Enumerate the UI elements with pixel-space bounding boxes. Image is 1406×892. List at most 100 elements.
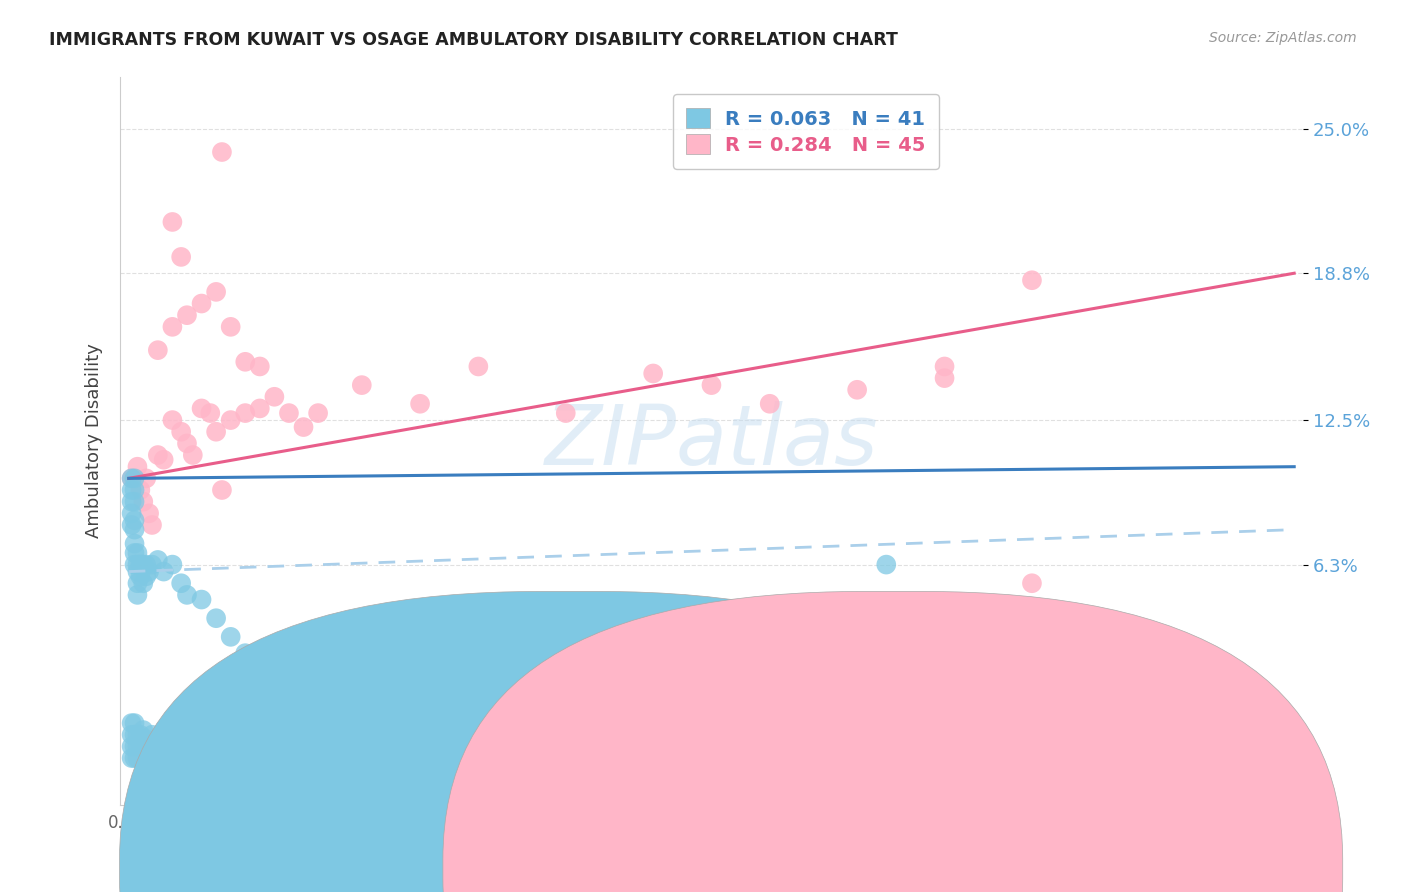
Point (135, 471, 157, 485)
Point (263, 681, 285, 695)
Point (146, 553, 169, 567)
Point (934, 359, 956, 374)
Point (162, 558, 184, 572)
Point (146, 739, 169, 754)
Point (846, 383, 869, 397)
Point (205, 285, 228, 299)
Point (233, 355, 256, 369)
Point (132, 576, 155, 591)
Point (124, 471, 146, 485)
Point (758, 397, 780, 411)
Point (127, 728, 149, 742)
Point (205, 611, 228, 625)
Point (249, 359, 271, 374)
Point (219, 630, 242, 644)
Point (124, 536, 146, 550)
Point (307, 406, 329, 420)
Point (121, 728, 143, 742)
Point (176, 436, 198, 450)
Point (127, 546, 149, 560)
Point (121, 716, 143, 731)
Point (127, 459, 149, 474)
Point (934, 371, 956, 385)
Point (129, 728, 152, 742)
Point (138, 506, 160, 520)
Point (278, 406, 301, 420)
Point (190, 296, 212, 310)
Point (124, 739, 146, 754)
Point (211, 483, 233, 497)
Point (127, 739, 149, 754)
Point (162, 319, 184, 334)
Text: ZIPatlas: ZIPatlas (544, 401, 879, 482)
Point (181, 448, 204, 462)
Point (127, 565, 149, 579)
Point (643, 367, 665, 381)
Point (124, 494, 146, 508)
Point (700, 378, 723, 392)
Legend: R = 0.063   N = 41, R = 0.284   N = 45: R = 0.063 N = 41, R = 0.284 N = 45 (673, 95, 939, 169)
Point (129, 483, 152, 497)
Point (1021, 273, 1043, 287)
Point (127, 588, 149, 602)
Text: Immigrants from Kuwait: Immigrants from Kuwait (603, 861, 803, 879)
Point (205, 425, 228, 439)
Point (127, 558, 149, 572)
Point (152, 452, 174, 467)
Point (263, 390, 285, 404)
Point (121, 506, 143, 520)
Point (132, 494, 155, 508)
Point (190, 592, 212, 607)
Point (176, 588, 198, 602)
Point (127, 576, 149, 591)
Point (170, 425, 193, 439)
Point (124, 728, 146, 742)
Point (152, 565, 174, 579)
Point (190, 401, 212, 416)
Point (409, 397, 432, 411)
Text: IMMIGRANTS FROM KUWAIT VS OSAGE AMBULATORY DISABILITY CORRELATION CHART: IMMIGRANTS FROM KUWAIT VS OSAGE AMBULATO… (49, 31, 898, 49)
Point (132, 723, 155, 737)
Point (121, 739, 143, 754)
Point (124, 513, 146, 527)
Point (176, 774, 198, 789)
Point (124, 716, 146, 731)
Point (219, 319, 242, 334)
Point (124, 751, 146, 765)
Text: Osage: Osage (873, 861, 927, 879)
Point (129, 569, 152, 583)
Point (135, 732, 157, 747)
Point (278, 693, 301, 707)
Point (121, 494, 143, 508)
Point (127, 751, 149, 765)
Point (141, 728, 163, 742)
Point (124, 483, 146, 497)
Point (138, 565, 160, 579)
Point (257, 669, 280, 683)
Point (350, 378, 373, 392)
Text: Source: ZipAtlas.com: Source: ZipAtlas.com (1209, 31, 1357, 45)
Point (162, 763, 184, 777)
Point (121, 483, 143, 497)
Point (124, 471, 146, 485)
Point (554, 406, 576, 420)
Point (121, 518, 143, 533)
Point (249, 401, 271, 416)
Point (121, 471, 143, 485)
Point (467, 359, 489, 374)
Point (249, 657, 271, 672)
Y-axis label: Ambulatory Disability: Ambulatory Disability (86, 343, 103, 539)
Point (233, 646, 256, 660)
Point (162, 215, 184, 229)
Point (135, 558, 157, 572)
Point (124, 558, 146, 572)
Point (152, 751, 174, 765)
Point (124, 546, 146, 560)
Point (200, 406, 222, 420)
Point (129, 558, 152, 572)
Point (146, 343, 169, 358)
Point (121, 471, 143, 485)
Point (141, 558, 163, 572)
Point (1021, 576, 1043, 591)
Point (292, 705, 315, 719)
